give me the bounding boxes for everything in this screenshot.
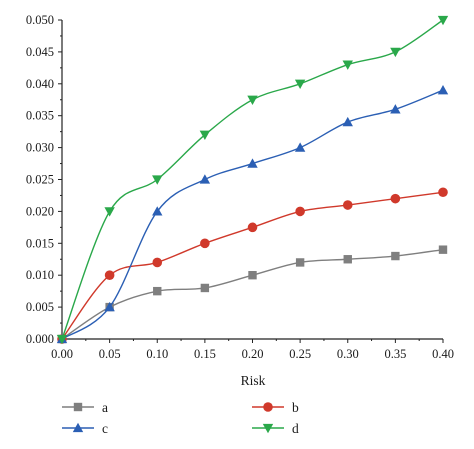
legend-marker-d — [262, 423, 274, 434]
y-axis: 0.000 0.005 0.010 0.015 0.020 0.025 0.030 0.035… — [26, 13, 62, 346]
y-tick-label: 0.015 — [26, 236, 54, 250]
data-point-a — [153, 286, 162, 296]
data-point-b — [342, 200, 353, 210]
data-point-a — [391, 251, 400, 261]
legend-marker-a — [73, 402, 83, 412]
data-point-d — [152, 175, 163, 185]
legend-item-a: a — [62, 400, 108, 415]
x-axis: 0.00 0.05 0.10 0.15 0.20 0.25 0.30 0.35 0.40 — [51, 339, 454, 361]
legend-label-d: d — [292, 421, 299, 436]
data-point-d — [199, 130, 211, 141]
legend-marker-b — [263, 402, 273, 412]
series-line-c — [61, 89, 444, 340]
y-tick-label: 0.040 — [26, 77, 54, 91]
y-tick-label: 0.000 — [26, 332, 54, 346]
x-tick-label: 0.35 — [384, 347, 406, 361]
y-tick-label: 0.045 — [26, 45, 54, 59]
data-point-a — [295, 258, 305, 267]
data-point-a — [343, 255, 352, 264]
series-d — [56, 15, 449, 345]
data-point-d — [390, 47, 401, 58]
data-point-d — [104, 207, 115, 217]
legend-label-a: a — [102, 400, 108, 415]
data-point-c — [342, 116, 353, 127]
series-b — [57, 187, 448, 344]
data-point-b — [247, 222, 258, 233]
y-tick-label: 0.030 — [26, 141, 54, 155]
data-point-b — [152, 257, 163, 268]
data-point-a — [248, 271, 257, 280]
legend: a b c d — [62, 400, 299, 436]
x-tick-label: 0.15 — [194, 347, 216, 361]
data-point-a — [438, 245, 448, 254]
data-point-d — [294, 79, 306, 89]
y-tick-label: 0.020 — [26, 204, 54, 218]
legend-item-c: c — [62, 421, 108, 436]
data-point-c — [104, 301, 115, 312]
x-tick-label: 0.00 — [51, 347, 73, 361]
data-point-d — [247, 95, 258, 105]
data-point-c — [390, 104, 401, 114]
series-a — [57, 245, 448, 344]
data-point-b — [200, 238, 210, 249]
legend-item-d: d — [252, 421, 299, 436]
data-point-c — [437, 84, 449, 95]
y-tick-label: 0.005 — [26, 300, 54, 314]
y-tick-label: 0.050 — [26, 13, 54, 27]
legend-marker-c — [72, 422, 84, 433]
x-tick-label: 0.30 — [337, 347, 359, 361]
data-point-d — [342, 60, 353, 70]
y-tick-label: 0.010 — [26, 268, 54, 282]
data-point-c — [247, 158, 258, 168]
data-point-c — [294, 142, 306, 152]
legend-item-b: b — [252, 400, 299, 415]
series-layer — [56, 15, 449, 345]
series-line-a — [61, 248, 444, 340]
data-point-d — [56, 334, 68, 345]
y-tick-label: 0.025 — [26, 173, 54, 187]
x-axis-title: Risk — [241, 373, 266, 388]
series-line-b — [61, 191, 444, 340]
data-point-c — [199, 174, 211, 184]
y-tick-label: 0.035 — [26, 109, 54, 123]
data-point-d — [437, 15, 449, 26]
data-point-c — [152, 206, 163, 216]
x-tick-label: 0.05 — [99, 347, 121, 361]
x-tick-label: 0.20 — [242, 347, 264, 361]
series-c — [56, 84, 449, 344]
data-point-b — [390, 193, 401, 204]
legend-label-c: c — [102, 421, 108, 436]
data-point-a — [200, 283, 210, 293]
data-point-b — [295, 206, 305, 217]
x-tick-label: 0.10 — [146, 347, 168, 361]
data-point-b — [104, 270, 115, 281]
x-tick-label: 0.40 — [432, 347, 454, 361]
data-point-b — [438, 187, 448, 198]
x-tick-label: 0.25 — [289, 347, 311, 361]
legend-label-b: b — [292, 400, 299, 415]
